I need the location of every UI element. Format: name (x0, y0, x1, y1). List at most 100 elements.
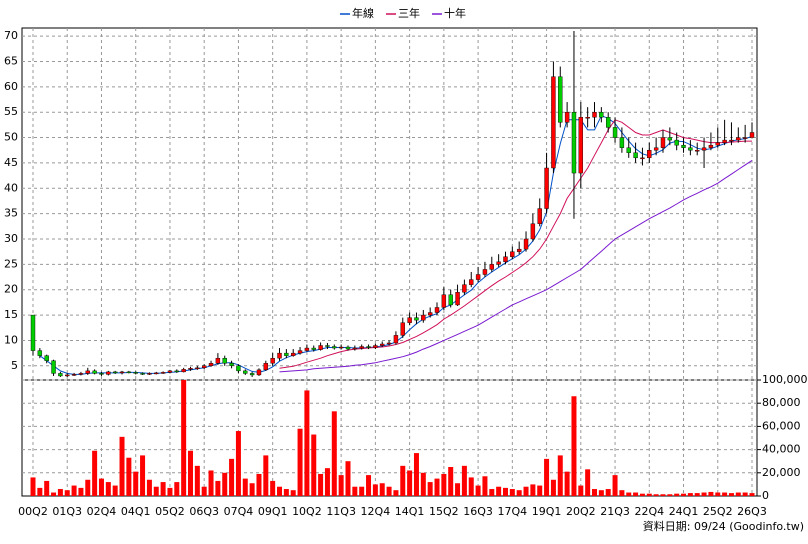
candle-body (30, 314, 36, 351)
volume-bar (283, 489, 289, 496)
volume-bar (496, 486, 502, 496)
candle-body (688, 147, 693, 151)
x-tick-label: 14Q1 (395, 505, 425, 518)
candle-body (65, 374, 70, 377)
volume-bar (30, 477, 36, 496)
volume-bar (222, 472, 228, 496)
candle-body (147, 373, 152, 375)
volume-bar (51, 492, 57, 496)
y-tick-label: 60 (4, 80, 18, 93)
candle-body (667, 137, 673, 141)
volume-bar (215, 480, 221, 496)
x-tick-label: 00Q2 (18, 505, 48, 518)
volume-bar (598, 490, 604, 496)
volume-bar (728, 493, 734, 496)
volume-bar (324, 468, 330, 496)
candle-body (749, 132, 755, 138)
x-tick-label: 06Q3 (189, 505, 219, 518)
volume-bar (694, 493, 700, 496)
candle-body (434, 307, 440, 313)
volume-bar (92, 450, 98, 496)
x-tick-label: 05Q2 (155, 505, 185, 518)
candle-body (455, 292, 460, 306)
candle-body (407, 317, 412, 323)
volume-bar (119, 436, 125, 496)
candle-body (195, 367, 200, 370)
candle-body (482, 269, 488, 275)
candle-body (318, 345, 323, 350)
x-tick-label: 04Q1 (121, 505, 151, 518)
candle-body (338, 346, 344, 349)
volume-bar (386, 486, 392, 496)
candle-body (421, 314, 426, 321)
volume-bar (140, 455, 146, 496)
candle-body (345, 346, 351, 350)
candle-body (119, 371, 125, 374)
x-tick-label: 10Q2 (292, 505, 322, 518)
candle-body (633, 152, 638, 159)
volume-bar (146, 479, 152, 496)
y-tick-label: 20 (4, 283, 18, 296)
candle-body (585, 117, 590, 119)
volume-bar (112, 485, 118, 496)
volume-bar (619, 490, 625, 496)
y2-tick-label: 60,000 (762, 419, 801, 432)
candle-body (215, 357, 221, 364)
candle-body (71, 374, 77, 376)
candle-body (544, 167, 549, 209)
y-tick-label: 35 (4, 207, 18, 220)
volume-bar (311, 434, 317, 496)
y-tick-label: 70 (4, 29, 18, 42)
volume-bar (557, 455, 563, 496)
y2-tick-label: 20,000 (762, 466, 801, 479)
volume-bar (646, 493, 652, 496)
candle-body (537, 208, 542, 224)
candle-body (106, 371, 111, 375)
candle-body (236, 365, 241, 372)
y-tick-label: 5 (11, 359, 18, 372)
volume-bar (71, 485, 77, 496)
candle-body (448, 294, 453, 306)
volume-bar (653, 494, 659, 496)
volume-bar (167, 487, 173, 496)
volume-bar (85, 479, 91, 496)
x-tick-label: 26Q3 (737, 505, 767, 518)
volume-bar (242, 478, 248, 496)
volume-bar (407, 470, 413, 496)
y2-tick-label: 100,000 (762, 373, 808, 386)
candle-body (400, 322, 405, 336)
x-tick-label: 11Q3 (326, 505, 356, 518)
candle-body (167, 370, 173, 373)
volume-bar (550, 479, 556, 496)
candle-body (469, 279, 474, 285)
candle-body (393, 335, 399, 344)
volume-bar (461, 465, 467, 496)
volume-bar (482, 476, 488, 496)
candle-body (78, 373, 84, 375)
candle-body (304, 347, 310, 351)
y2-tick-label: 80,000 (762, 396, 801, 409)
volume-bar (208, 470, 214, 496)
x-tick-label: 16Q3 (463, 505, 493, 518)
plot-frame (21, 27, 758, 497)
x-tick-label: 01Q3 (52, 505, 82, 518)
candle-body (44, 355, 49, 361)
candle-body (427, 312, 433, 316)
y-tick-label: 25 (4, 257, 18, 270)
volume-bar (475, 485, 481, 496)
candle-body (277, 352, 282, 359)
candle-body (558, 76, 563, 123)
volume-bar (331, 411, 337, 496)
candle-body (530, 223, 536, 240)
candle-body (380, 343, 385, 346)
volume-bar (571, 396, 577, 496)
volume-bar (715, 492, 721, 496)
volume-bar (592, 489, 598, 496)
candle-body (352, 347, 358, 350)
volume-bar (153, 486, 159, 496)
y2-tick-label: 40,000 (762, 443, 801, 456)
candle-body (51, 360, 56, 374)
candle-body (85, 370, 90, 374)
volume-bar (133, 471, 139, 496)
